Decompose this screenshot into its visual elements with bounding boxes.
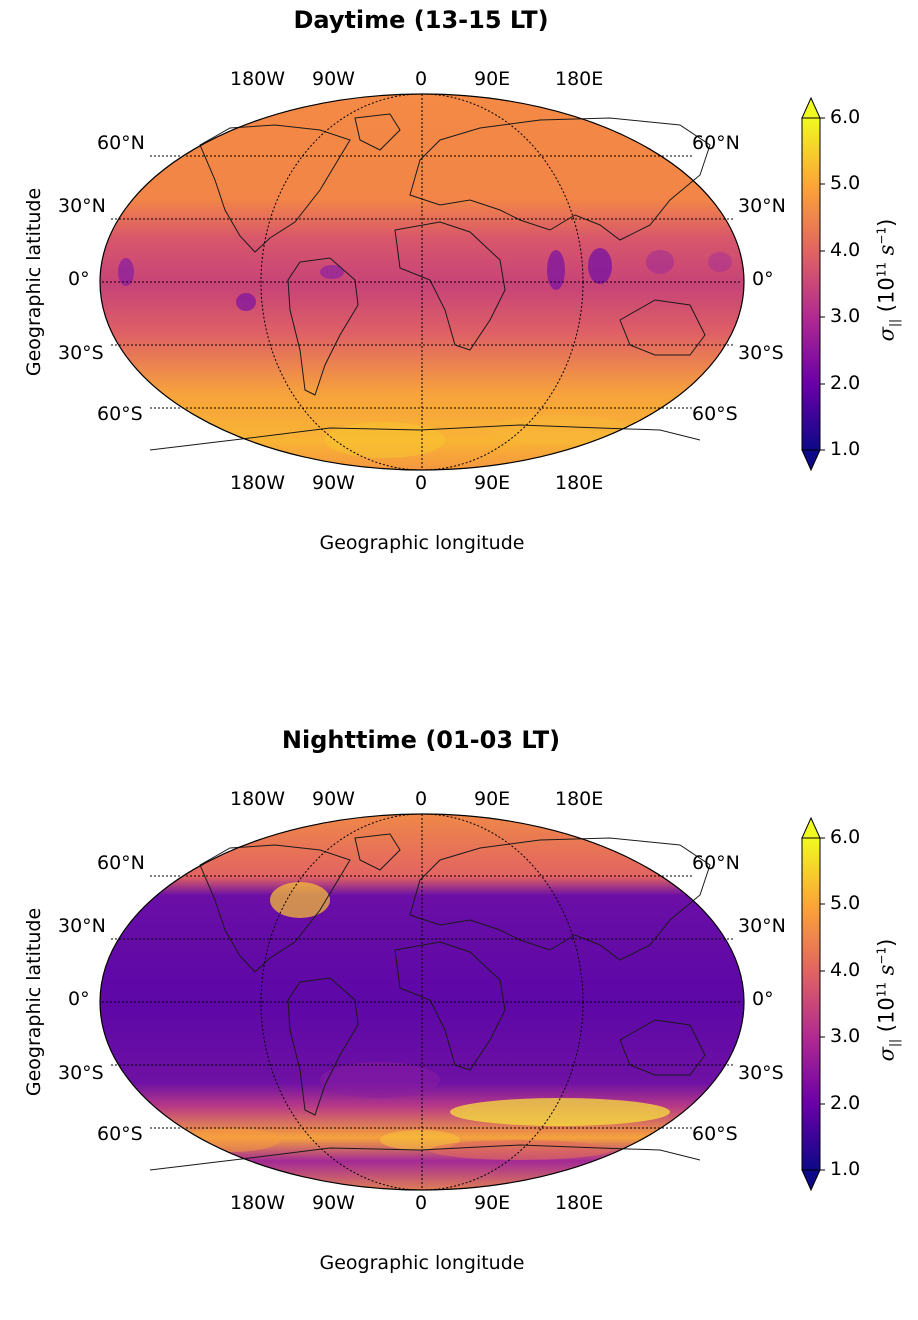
lat-tick-right: 30°S xyxy=(738,342,784,364)
colorbar-tick: 2.0 xyxy=(830,372,861,394)
lon-tick-bottom: 90E xyxy=(474,1192,511,1214)
graticule xyxy=(102,813,742,1191)
lat-tick-left: 0° xyxy=(68,268,90,290)
lon-tick-bottom: 0 xyxy=(415,1192,428,1214)
lon-tick-bottom: 180W xyxy=(230,472,286,494)
colorbar xyxy=(801,816,825,1192)
panel-title: Daytime (13-15 LT) xyxy=(293,6,549,34)
x-axis-label: Geographic longitude xyxy=(319,1252,525,1274)
map-boundary xyxy=(99,93,745,471)
lat-tick-right: 30°N xyxy=(738,195,786,217)
lon-tick-top: 180E xyxy=(555,788,604,810)
map-boundary xyxy=(99,813,745,1191)
lat-tick-right: 0° xyxy=(752,988,774,1010)
continents xyxy=(149,113,711,451)
lon-tick-top: 180W xyxy=(230,788,286,810)
colorbar-tick: 5.0 xyxy=(830,172,861,194)
panel-title: Nighttime (01-03 LT) xyxy=(281,726,561,754)
colorbar-tick: 3.0 xyxy=(830,1025,861,1047)
colorbar-tick: 1.0 xyxy=(830,1158,861,1180)
lon-tick-top: 90W xyxy=(312,68,355,90)
lat-tick-right: 60°S xyxy=(692,403,738,425)
lon-tick-bottom: 90W xyxy=(312,472,355,494)
lon-tick-top: 0 xyxy=(415,68,428,90)
y-axis-label: Geographic latitude xyxy=(23,187,45,377)
colorbar-tick: 1.0 xyxy=(830,438,861,460)
conductivity-field xyxy=(100,94,744,470)
lon-tick-top: 90E xyxy=(474,68,511,90)
lon-tick-bottom: 180E xyxy=(555,1192,604,1214)
lon-tick-bottom: 180E xyxy=(555,472,604,494)
colorbar xyxy=(801,96,825,472)
lon-tick-bottom: 0 xyxy=(415,472,428,494)
lat-tick-right: 30°S xyxy=(738,1062,784,1084)
map-svg xyxy=(99,93,825,472)
lon-tick-top: 0 xyxy=(415,788,428,810)
lat-tick-left: 60°S xyxy=(97,1123,143,1145)
lat-tick-left: 30°S xyxy=(58,342,104,364)
lon-tick-bottom: 90E xyxy=(474,472,511,494)
lat-tick-right: 60°N xyxy=(692,132,740,154)
colorbar-tick: 6.0 xyxy=(830,826,861,848)
lat-tick-left: 30°S xyxy=(58,1062,104,1084)
lat-tick-left: 60°S xyxy=(97,403,143,425)
lat-tick-left: 60°N xyxy=(97,132,145,154)
lat-tick-left: 0° xyxy=(68,988,90,1010)
colorbar-tick: 4.0 xyxy=(830,959,861,981)
lat-tick-left: 60°N xyxy=(97,852,145,874)
lat-tick-right: 30°N xyxy=(738,915,786,937)
lat-tick-left: 30°N xyxy=(58,195,106,217)
colorbar-label: σ|| (1011 s−1) xyxy=(874,938,902,1062)
daytime-panel: Daytime (13-15 LT) xyxy=(0,0,918,600)
lon-tick-top: 90E xyxy=(474,788,511,810)
nighttime-panel: Nighttime (01-03 LT) xyxy=(0,720,918,1320)
lon-tick-top: 180W xyxy=(230,68,286,90)
graticule xyxy=(102,93,742,471)
colorbar-tick: 3.0 xyxy=(830,305,861,327)
lat-tick-right: 60°N xyxy=(692,852,740,874)
x-axis-label: Geographic longitude xyxy=(319,532,525,554)
y-axis-label: Geographic latitude xyxy=(23,907,45,1097)
colorbar-tick: 2.0 xyxy=(830,1092,861,1114)
lon-tick-bottom: 90W xyxy=(312,1192,355,1214)
lon-tick-bottom: 180W xyxy=(230,1192,286,1214)
lat-tick-right: 60°S xyxy=(692,1123,738,1145)
colorbar-tick: 5.0 xyxy=(830,892,861,914)
colorbar-tick: 4.0 xyxy=(830,239,861,261)
lat-tick-right: 0° xyxy=(752,268,774,290)
lon-tick-top: 180E xyxy=(555,68,604,90)
colorbar-label: σ|| (1011 s−1) xyxy=(874,218,902,342)
continents xyxy=(149,833,711,1171)
map-svg xyxy=(99,813,825,1192)
colorbar-tick: 6.0 xyxy=(830,106,861,128)
lat-tick-left: 30°N xyxy=(58,915,106,937)
lon-tick-top: 90W xyxy=(312,788,355,810)
conductivity-field xyxy=(100,814,744,1190)
